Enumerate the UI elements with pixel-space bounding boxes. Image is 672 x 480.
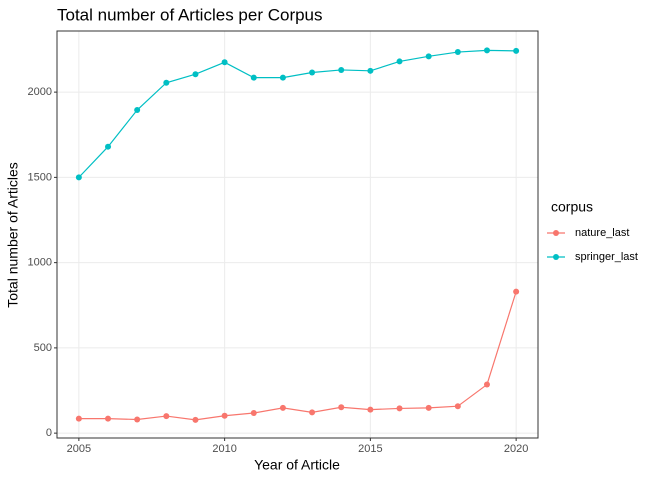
data-point — [309, 409, 316, 416]
legend-title: corpus — [551, 199, 593, 215]
data-point — [105, 415, 112, 422]
data-point — [75, 174, 82, 181]
y-axis-title: Total number of Articles — [5, 162, 21, 308]
data-point — [396, 58, 403, 65]
data-point — [134, 416, 141, 423]
y-tick-label: 500 — [34, 342, 52, 354]
data-point — [192, 416, 199, 423]
data-point — [221, 412, 228, 419]
data-point — [221, 59, 228, 66]
data-point — [163, 79, 170, 86]
data-point — [454, 403, 461, 410]
data-point — [367, 406, 374, 413]
chart-title: Total number of Articles per Corpus — [57, 5, 323, 24]
x-tick-label: 2015 — [358, 443, 382, 455]
data-point — [483, 381, 490, 388]
y-tick-label: 1000 — [28, 257, 52, 269]
data-point — [338, 66, 345, 73]
panel-border — [56, 30, 539, 439]
data-point — [250, 410, 257, 417]
series-line — [78, 49, 517, 178]
data-point — [75, 415, 82, 422]
data-point — [279, 404, 286, 411]
legend-marker — [553, 230, 559, 236]
y-tick-label: 0 — [46, 427, 52, 439]
data-point — [483, 47, 490, 54]
data-point — [396, 405, 403, 412]
legend-marker — [553, 254, 559, 260]
data-point — [338, 404, 345, 411]
x-axis-title: Year of Article — [254, 457, 340, 473]
data-point — [513, 47, 520, 54]
data-point — [279, 74, 286, 81]
data-point — [425, 53, 432, 60]
x-tick-label: 2005 — [67, 443, 91, 455]
data-point — [192, 71, 199, 78]
data-point — [367, 67, 374, 74]
data-point — [134, 107, 141, 114]
series-line — [78, 291, 517, 421]
data-point — [454, 49, 461, 56]
data-point — [250, 74, 257, 81]
data-point — [163, 413, 170, 420]
data-point — [105, 143, 112, 150]
y-tick-label: 1500 — [28, 171, 52, 183]
data-point — [425, 404, 432, 411]
y-tick-label: 2000 — [28, 86, 52, 98]
x-tick-label: 2020 — [504, 443, 528, 455]
legend-label: nature_last — [575, 227, 629, 239]
legend-label: springer_last — [575, 251, 638, 263]
data-point — [309, 69, 316, 76]
x-tick-label: 2010 — [212, 443, 236, 455]
data-point — [513, 288, 520, 295]
